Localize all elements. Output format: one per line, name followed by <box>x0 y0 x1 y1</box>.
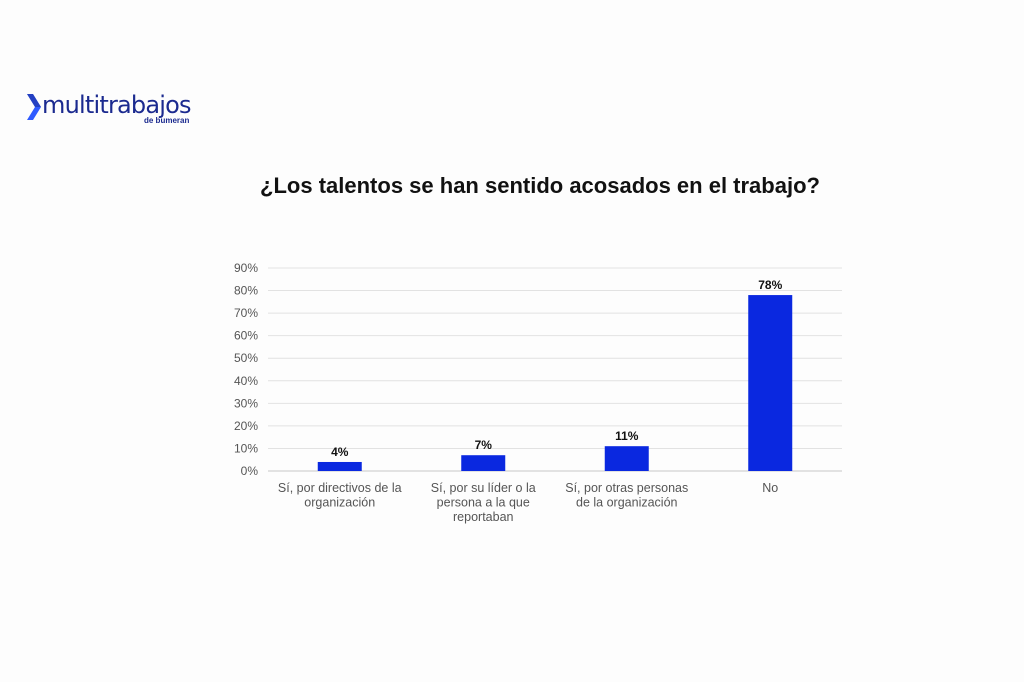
y-tick-label: 0% <box>241 464 259 478</box>
y-tick-label: 80% <box>234 284 258 298</box>
bar <box>317 461 362 471</box>
x-tick-label: de la organización <box>576 496 678 510</box>
data-label: 4% <box>331 445 349 459</box>
y-tick-label: 70% <box>234 306 258 320</box>
x-tick-label: Sí, por directivos de la <box>278 481 402 495</box>
x-tick-label: Sí, por otras personas <box>565 481 688 495</box>
data-label: 7% <box>475 438 493 452</box>
bar <box>604 446 649 471</box>
chart-title: ¿Los talentos se han sentido acosados en… <box>260 173 820 198</box>
chevron-logo-icon <box>27 94 41 120</box>
data-label: 78% <box>758 278 782 292</box>
y-tick-label: 10% <box>234 441 258 455</box>
y-tick-label: 60% <box>234 329 258 343</box>
x-tick-label: Sí, por su líder o la <box>431 481 536 495</box>
y-tick-label: 90% <box>234 261 258 275</box>
x-tick-label: reportaban <box>453 510 514 524</box>
bar <box>461 455 506 471</box>
brand-logo: multitrabajos de bumeran <box>27 91 207 131</box>
bar <box>748 295 793 471</box>
y-tick-label: 50% <box>234 351 258 365</box>
brand-name: multitrabajos <box>42 91 192 119</box>
x-tick-label: organización <box>304 496 375 510</box>
y-tick-label: 20% <box>234 419 258 433</box>
y-tick-label: 30% <box>234 396 258 410</box>
y-tick-label: 40% <box>234 374 258 388</box>
data-label: 11% <box>615 429 639 443</box>
brand-tagline: de bumeran <box>144 116 190 125</box>
x-tick-label: persona a la que <box>437 496 530 510</box>
x-tick-label: No <box>762 481 778 495</box>
